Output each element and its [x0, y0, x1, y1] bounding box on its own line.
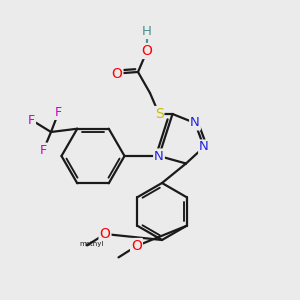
Text: methyl: methyl — [79, 241, 104, 247]
Text: F: F — [28, 113, 35, 127]
Text: S: S — [154, 107, 164, 121]
Text: H: H — [142, 25, 152, 38]
Text: N: N — [199, 140, 209, 154]
Text: O: O — [112, 67, 122, 80]
Text: N: N — [190, 116, 200, 130]
Text: O: O — [100, 227, 110, 241]
Text: N: N — [154, 149, 164, 163]
Text: O: O — [142, 44, 152, 58]
Text: F: F — [55, 106, 62, 119]
Text: O: O — [131, 239, 142, 253]
Text: F: F — [40, 143, 47, 157]
